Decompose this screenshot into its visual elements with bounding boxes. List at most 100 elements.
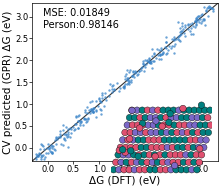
Point — [176, 38, 180, 41]
Point — [39, 153, 43, 156]
Point — [193, 25, 196, 28]
Point — [114, 161, 118, 164]
Point — [108, 83, 112, 86]
Point — [164, 116, 168, 119]
Point — [48, 149, 52, 153]
Point — [188, 124, 192, 127]
Point — [206, 116, 210, 119]
Point — [65, 126, 68, 129]
Point — [103, 95, 107, 98]
Point — [147, 61, 151, 64]
Point — [172, 124, 176, 127]
Point — [200, 153, 203, 156]
Point — [66, 134, 70, 137]
Point — [74, 114, 77, 117]
Point — [204, 9, 208, 12]
Point — [194, 24, 198, 27]
Point — [71, 125, 75, 128]
Point — [146, 124, 150, 127]
Point — [139, 131, 142, 134]
Point — [199, 138, 203, 141]
Point — [158, 52, 162, 55]
Point — [198, 17, 201, 20]
Point — [172, 44, 175, 47]
Point — [189, 22, 192, 25]
Point — [62, 133, 66, 136]
Point — [201, 131, 205, 134]
Point — [143, 116, 147, 119]
Point — [179, 168, 183, 171]
Point — [78, 120, 82, 123]
Point — [94, 110, 97, 113]
Point — [194, 19, 197, 22]
Point — [177, 161, 180, 164]
Point — [173, 42, 177, 45]
Point — [77, 120, 80, 123]
Point — [147, 57, 151, 60]
Point — [122, 84, 126, 88]
Point — [88, 112, 91, 115]
Point — [137, 69, 141, 72]
Point — [119, 161, 123, 164]
Point — [130, 74, 134, 77]
Point — [200, 21, 203, 24]
Point — [42, 158, 46, 161]
Point — [140, 66, 143, 69]
Point — [172, 37, 176, 40]
Point — [91, 107, 94, 110]
Point — [152, 60, 156, 63]
Point — [179, 40, 182, 43]
Point — [128, 68, 132, 71]
Point — [164, 41, 168, 44]
Point — [133, 69, 137, 72]
Point — [124, 151, 127, 154]
Point — [101, 97, 104, 100]
Point — [86, 117, 90, 120]
Point — [55, 137, 58, 140]
Point — [147, 59, 150, 62]
Point — [76, 120, 79, 123]
Point — [95, 100, 98, 103]
Point — [200, 19, 204, 22]
Point — [151, 161, 154, 164]
Point — [41, 144, 45, 147]
Point — [166, 161, 170, 164]
Point — [40, 154, 43, 157]
Point — [183, 34, 187, 37]
Point — [149, 60, 153, 63]
Point — [44, 156, 47, 159]
Point — [49, 151, 53, 154]
Point — [195, 15, 198, 18]
Point — [156, 161, 159, 164]
Point — [98, 100, 101, 103]
Point — [184, 25, 187, 28]
Point — [94, 115, 98, 118]
Point — [146, 109, 149, 112]
Point — [112, 168, 115, 171]
Point — [195, 168, 199, 171]
Point — [66, 128, 70, 131]
Point — [90, 108, 93, 111]
Point — [174, 168, 178, 171]
Point — [200, 104, 203, 107]
Point — [38, 152, 41, 155]
Point — [91, 110, 95, 113]
Point — [164, 46, 168, 50]
Point — [133, 72, 137, 75]
Point — [58, 135, 62, 138]
Point — [124, 161, 128, 164]
Point — [34, 152, 38, 155]
Point — [197, 19, 200, 22]
Point — [84, 120, 88, 123]
Point — [98, 97, 101, 100]
Point — [55, 143, 58, 146]
Point — [122, 84, 126, 87]
Point — [159, 53, 162, 56]
Point — [152, 138, 156, 141]
Point — [179, 30, 183, 33]
Point — [193, 20, 197, 23]
Point — [160, 58, 163, 61]
Point — [166, 48, 170, 51]
Point — [204, 138, 208, 141]
Point — [141, 61, 145, 64]
